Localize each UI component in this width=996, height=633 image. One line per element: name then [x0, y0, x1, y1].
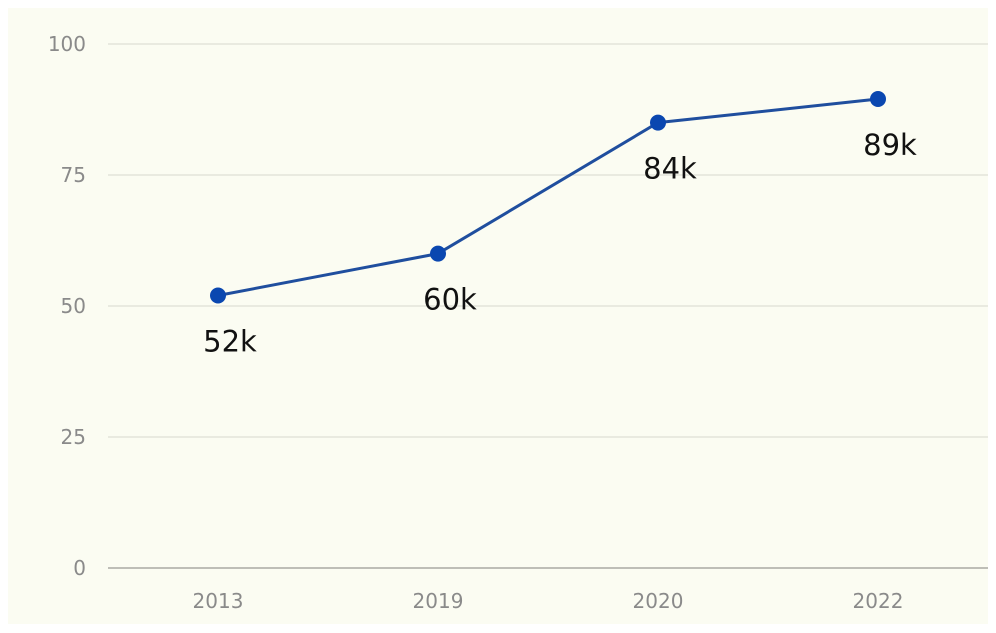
data-label: 52k	[203, 325, 257, 359]
data-label: 84k	[643, 152, 697, 186]
x-tick-label: 2022	[853, 589, 904, 613]
gridlines	[108, 43, 988, 569]
data-point	[210, 287, 226, 304]
data-labels: 52k 60k 84k 89k	[203, 128, 917, 358]
x-axis-ticks: 2013 2019 2020 2022	[193, 589, 904, 613]
data-point	[650, 114, 666, 131]
series-layer	[210, 91, 886, 304]
data-label: 60k	[423, 283, 477, 317]
line-chart: 0 25 50 75 100 2013 2019 2020 2022 52k 60k 84k 89k	[48, 32, 988, 613]
y-tick-label: 0	[73, 556, 86, 580]
data-point	[430, 245, 446, 262]
data-label: 89k	[863, 128, 917, 162]
chart-container: 0 25 50 75 100 2013 2019 2020 2022 52k 60k 84k 89k	[8, 8, 988, 624]
x-tick-label: 2020	[633, 589, 684, 613]
y-tick-label: 100	[48, 32, 86, 56]
y-tick-label: 75	[61, 163, 86, 187]
y-tick-label: 25	[61, 425, 86, 449]
x-tick-label: 2013	[193, 589, 244, 613]
x-tick-label: 2019	[413, 589, 464, 613]
y-tick-label: 50	[61, 294, 86, 318]
y-axis-ticks: 0 25 50 75 100	[48, 32, 86, 580]
series-line	[216, 97, 880, 298]
data-point	[870, 91, 886, 108]
